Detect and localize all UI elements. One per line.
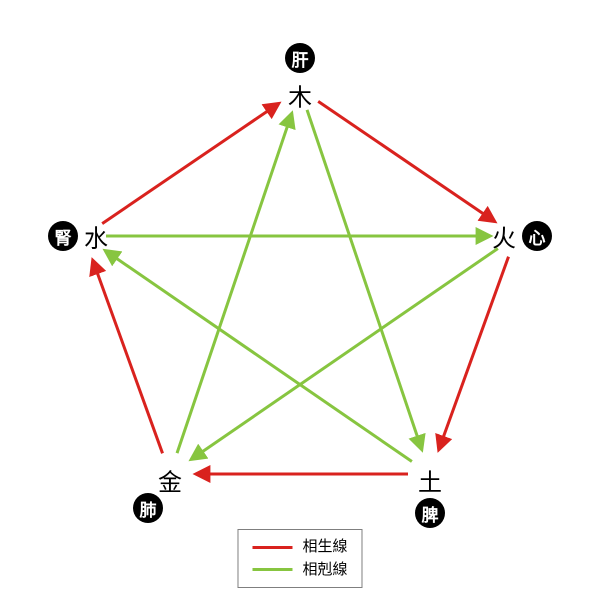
edge-fire-to-earth — [439, 257, 509, 450]
legend-swatch-generating — [252, 546, 292, 549]
legend-label-overcoming: 相剋線 — [302, 559, 347, 582]
organ-badge-metal: 肺 — [133, 493, 163, 523]
element-label-metal: 金 — [158, 463, 182, 498]
element-label-earth: 土 — [418, 463, 442, 498]
legend-swatch-overcoming — [252, 568, 292, 571]
organ-badge-earth: 脾 — [415, 498, 445, 528]
overcoming-cycle-edges — [105, 110, 497, 462]
edge-metal-to-water — [93, 260, 163, 453]
element-label-wood: 木 — [288, 78, 312, 113]
edge-water-to-wood — [102, 104, 278, 224]
legend-row-overcoming: 相剋線 — [252, 559, 347, 582]
element-label-fire: 火 — [492, 219, 516, 254]
legend-label-generating: 相生線 — [302, 536, 347, 559]
edge-fire-to-metal — [191, 248, 497, 459]
element-label-water: 水 — [84, 219, 108, 254]
organ-badge-wood: 肝 — [285, 43, 315, 73]
legend-row-generating: 相生線 — [252, 536, 347, 559]
generating-cycle-edges — [93, 101, 509, 474]
organ-badge-fire: 心 — [522, 221, 552, 251]
edge-wood-to-fire — [318, 101, 494, 221]
organ-badge-water: 腎 — [48, 221, 78, 251]
legend: 相生線 相剋線 — [237, 529, 362, 588]
